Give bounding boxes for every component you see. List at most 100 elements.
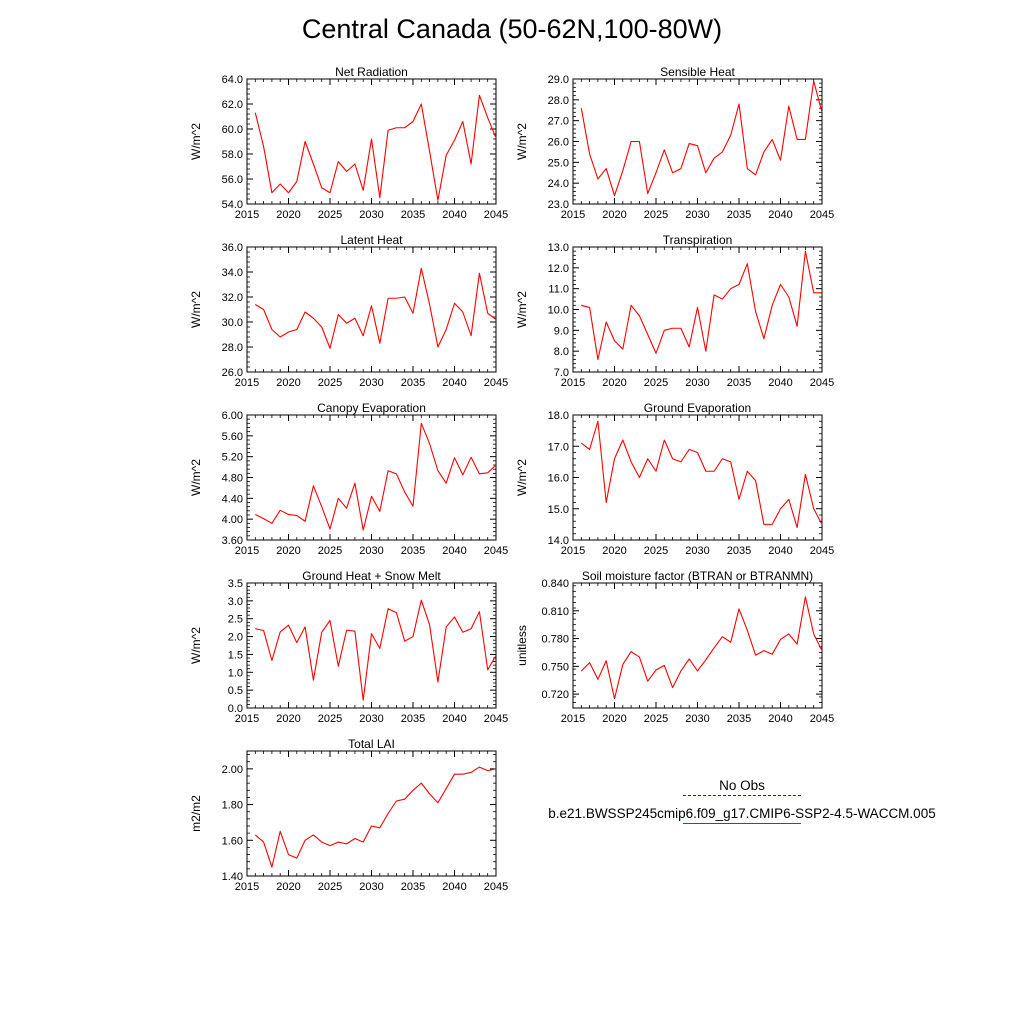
x-tick-label: 2025 bbox=[644, 209, 668, 221]
x-tick-label: 2015 bbox=[235, 377, 259, 389]
y-tick-label: 6.00 bbox=[222, 410, 243, 422]
x-tick-label: 2030 bbox=[685, 545, 709, 557]
plot-frame bbox=[572, 414, 823, 541]
y-tick-label: 2.5 bbox=[228, 614, 243, 626]
x-tick-label: 2020 bbox=[602, 377, 626, 389]
y-tick-label: 0.720 bbox=[541, 689, 569, 701]
y-tick-label: 11.0 bbox=[548, 284, 569, 296]
x-tick-label: 2030 bbox=[359, 545, 383, 557]
legend: No Obs b.e21.BWSSP245cmip6.f09_g17.CMIP6… bbox=[512, 778, 972, 834]
y-tick-label: 2.0 bbox=[228, 632, 243, 644]
x-tick-label: 2040 bbox=[442, 713, 466, 725]
series-line bbox=[255, 267, 497, 349]
y-tick-label: 54.0 bbox=[222, 199, 243, 211]
x-tick-label: 2030 bbox=[685, 377, 709, 389]
y-axis-label: W/m^2 bbox=[515, 291, 529, 328]
y-tick-label: 28.0 bbox=[548, 95, 569, 107]
y-tick-label: 0.5 bbox=[228, 685, 243, 697]
x-tick-label: 2015 bbox=[561, 377, 585, 389]
x-tick-label: 2030 bbox=[359, 209, 383, 221]
x-tick-label: 2035 bbox=[727, 713, 751, 725]
y-tick-label: 8.0 bbox=[554, 346, 569, 358]
x-tick-label: 2040 bbox=[442, 881, 466, 893]
y-tick-label: 4.40 bbox=[222, 493, 243, 505]
y-tick-label: 1.60 bbox=[222, 835, 243, 847]
x-tick-label: 2025 bbox=[644, 377, 668, 389]
y-tick-label: 13.0 bbox=[548, 242, 569, 254]
y-tick-label: 28.0 bbox=[222, 342, 243, 354]
x-tick-label: 2025 bbox=[318, 545, 342, 557]
chart-panel: Ground Heat + Snow Melt W/m^2 2015 2020 2025… bbox=[189, 569, 508, 725]
chart-panel: Transpiration W/m^2 2015 2020 2025 2030 2035 20… bbox=[515, 233, 834, 389]
x-tick-label: 2025 bbox=[644, 545, 668, 557]
y-axis-label: W/m^2 bbox=[189, 291, 203, 328]
x-tick-label: 2020 bbox=[276, 545, 300, 557]
x-tick-label: 2035 bbox=[401, 881, 425, 893]
chart-panel: Net Radiation W/m^2 2015 2020 2025 2030 2035 20… bbox=[189, 65, 508, 221]
x-tick-label: 2045 bbox=[810, 377, 834, 389]
x-tick-label: 2045 bbox=[484, 377, 508, 389]
x-tick-label: 2045 bbox=[484, 209, 508, 221]
y-tick-label: 29.0 bbox=[548, 74, 569, 86]
y-tick-label: 0.780 bbox=[541, 634, 569, 646]
x-tick-label: 2025 bbox=[318, 881, 342, 893]
panel-title: Transpiration bbox=[663, 233, 733, 247]
chart-panel: Latent Heat W/m^2 2015 2020 2025 2030 2035 2040… bbox=[189, 233, 508, 389]
y-tick-label: 3.60 bbox=[222, 535, 243, 547]
y-tick-label: 3.0 bbox=[228, 596, 243, 608]
x-tick-label: 2040 bbox=[442, 377, 466, 389]
y-tick-label: 7.0 bbox=[554, 367, 569, 379]
y-tick-label: 0.0 bbox=[228, 703, 243, 715]
x-tick-label: 2040 bbox=[442, 209, 466, 221]
y-tick-label: 5.20 bbox=[222, 452, 243, 464]
y-tick-label: 25.0 bbox=[548, 157, 569, 169]
x-tick-label: 2045 bbox=[810, 713, 834, 725]
x-tick-label: 2020 bbox=[602, 545, 626, 557]
x-tick-label: 2030 bbox=[685, 209, 709, 221]
x-tick-label: 2035 bbox=[401, 377, 425, 389]
y-tick-label: 36.0 bbox=[222, 242, 243, 254]
x-tick-label: 2015 bbox=[561, 713, 585, 725]
y-tick-label: 64.0 bbox=[222, 74, 243, 86]
y-tick-label: 56.0 bbox=[222, 174, 243, 186]
y-tick-label: 0.840 bbox=[541, 578, 569, 590]
legend-model-label: b.e21.BWSSP245cmip6.f09_g17.CMIP6-SSP2-4… bbox=[548, 806, 936, 821]
x-tick-label: 2040 bbox=[768, 545, 792, 557]
y-tick-label: 16.0 bbox=[548, 473, 569, 485]
x-tick-label: 2020 bbox=[276, 209, 300, 221]
chart-panel: Soil moisture factor (BTRAN or BTRANMN) u… bbox=[515, 569, 834, 725]
y-tick-label: 0.750 bbox=[541, 661, 569, 673]
series-line bbox=[580, 420, 823, 529]
x-tick-label: 2025 bbox=[318, 713, 342, 725]
y-tick-label: 18.0 bbox=[548, 410, 569, 422]
legend-model-line bbox=[683, 823, 801, 824]
x-tick-label: 2020 bbox=[276, 713, 300, 725]
x-tick-label: 2035 bbox=[401, 713, 425, 725]
y-tick-label: 1.5 bbox=[228, 649, 243, 661]
y-tick-label: 30.0 bbox=[222, 317, 243, 329]
y-tick-label: 12.0 bbox=[548, 263, 569, 275]
y-tick-label: 15.0 bbox=[548, 504, 569, 516]
x-tick-label: 2030 bbox=[685, 713, 709, 725]
series-line bbox=[580, 80, 823, 197]
y-axis-label: unitless bbox=[515, 625, 529, 666]
x-tick-label: 2040 bbox=[768, 377, 792, 389]
x-tick-label: 2020 bbox=[276, 881, 300, 893]
x-tick-label: 2035 bbox=[727, 377, 751, 389]
panel-title: Total LAI bbox=[348, 737, 395, 751]
series-line bbox=[255, 599, 497, 701]
chart-panel: Sensible Heat W/m^2 2015 2020 2025 2030 2035 20… bbox=[515, 65, 834, 221]
x-tick-label: 2025 bbox=[318, 377, 342, 389]
series-line bbox=[254, 94, 497, 201]
plot-frame bbox=[572, 78, 823, 205]
plot-frame bbox=[246, 414, 497, 541]
plot-frame bbox=[246, 582, 497, 709]
legend-obs-label: No Obs bbox=[719, 778, 765, 793]
y-axis-label: m2/m2 bbox=[189, 795, 203, 832]
panel-title: Soil moisture factor (BTRAN or BTRANMN) bbox=[582, 569, 813, 583]
y-axis-label: W/m^2 bbox=[189, 459, 203, 496]
x-tick-label: 2035 bbox=[401, 209, 425, 221]
y-tick-label: 3.5 bbox=[228, 578, 243, 590]
y-tick-label: 60.0 bbox=[222, 124, 243, 136]
